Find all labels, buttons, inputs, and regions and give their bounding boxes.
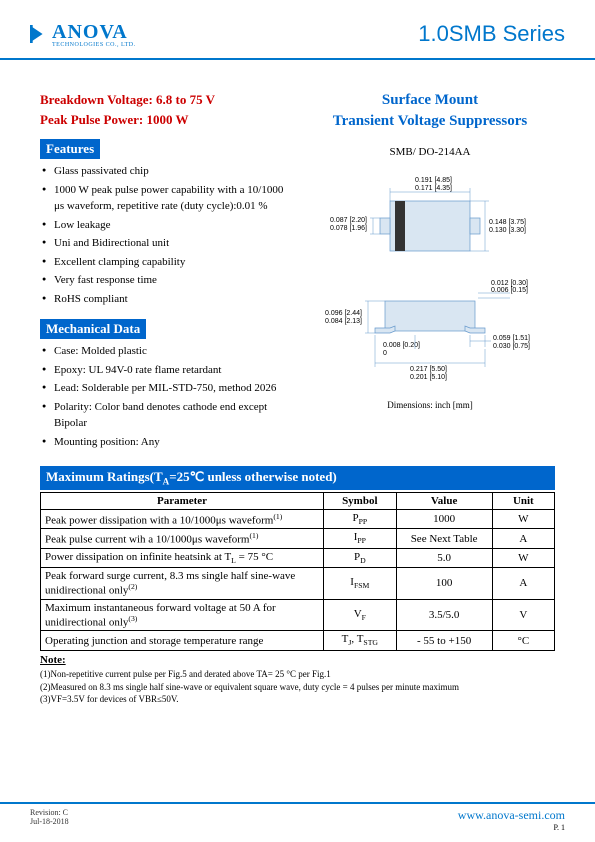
svg-text:0.148 [3.75]: 0.148 [3.75]: [489, 219, 526, 226]
table-row: Peak power dissipation with a 10/1000μs …: [41, 509, 555, 529]
svg-text:0.012 [0.30]: 0.012 [0.30]: [491, 280, 528, 287]
footer-left: Revision: C Jul-18-2018: [30, 808, 69, 832]
col-parameter: Parameter: [41, 492, 324, 509]
package-label: SMB/ DO-214AA: [310, 146, 550, 158]
table-row: Maximum instantaneous forward voltage at…: [41, 599, 555, 631]
spec-power: Peak Pulse Power: 1000 W: [40, 110, 295, 130]
col-value: Value: [396, 492, 492, 509]
svg-text:0.171 [4.35]: 0.171 [4.35]: [415, 185, 452, 192]
spec-voltage: Breakdown Voltage: 6.8 to 75 V: [40, 90, 295, 110]
ratings-table: Parameter Symbol Value Unit Peak power d…: [40, 492, 555, 651]
right-column: Surface Mount Transient Voltage Suppress…: [310, 90, 550, 452]
svg-text:0.096 [2.44]: 0.096 [2.44]: [325, 310, 362, 317]
col-symbol: Symbol: [324, 492, 397, 509]
features-header: Features: [40, 139, 100, 159]
page-footer: Revision: C Jul-18-2018 www.anova-semi.c…: [0, 802, 595, 832]
feature-item: Glass passivated chip: [40, 163, 295, 180]
mechanical-header: Mechanical Data: [40, 319, 146, 339]
dimension-note: Dimensions: inch [mm]: [310, 400, 550, 410]
logo-area: ANOVA TECHNOLOGIES CO., LTD.: [30, 21, 136, 48]
series-title: 1.0SMB Series: [418, 21, 565, 47]
svg-text:0.191 [4.85]: 0.191 [4.85]: [415, 177, 452, 184]
mechanical-item: Polarity: Color band denotes cathode end…: [40, 399, 295, 432]
product-title: Surface Mount Transient Voltage Suppress…: [310, 90, 550, 132]
feature-item: Uni and Bidirectional unit: [40, 235, 295, 252]
mechanical-item: Epoxy: UL 94V-0 rate flame retardant: [40, 362, 295, 379]
logo-icon: [30, 23, 48, 45]
logo-text: ANOVA: [52, 21, 136, 44]
col-unit: Unit: [492, 492, 554, 509]
notes-title: Note:: [40, 653, 555, 668]
table-row: Peak forward surge current, 8.3 ms singl…: [41, 568, 555, 600]
page-number: P. 1: [553, 823, 565, 832]
mechanical-item: Case: Molded plastic: [40, 343, 295, 360]
svg-text:0.078 [1.96]: 0.078 [1.96]: [330, 225, 367, 232]
svg-text:0.006 [0.15]: 0.006 [0.15]: [491, 287, 528, 294]
feature-item: Excellent clamping capability: [40, 254, 295, 271]
table-row: Operating junction and storage temperatu…: [41, 631, 555, 650]
feature-item: Low leakage: [40, 217, 295, 234]
svg-text:0.201 [5.10]: 0.201 [5.10]: [410, 374, 447, 381]
svg-text:0: 0: [383, 350, 387, 357]
features-list: Glass passivated chip 1000 W peak pulse p…: [40, 163, 295, 307]
notes-section: Note: (1)Non-repetitive current pulse pe…: [40, 653, 555, 706]
logo-subtitle: TECHNOLOGIES CO., LTD.: [52, 42, 136, 48]
svg-text:0.130 [3.30]: 0.130 [3.30]: [489, 227, 526, 234]
svg-text:0.087 [2.20]: 0.087 [2.20]: [330, 217, 367, 224]
note-item: (3)VF=3.5V for devices of VBR≤50V.: [40, 693, 555, 706]
svg-text:0.030 [0.75]: 0.030 [0.75]: [493, 343, 530, 350]
svg-text:0.217 [5.50]: 0.217 [5.50]: [410, 366, 447, 373]
package-diagram: 0.191 [4.85] 0.171 [4.35] 0.148 [3.75] 0…: [310, 166, 550, 410]
table-row: Power dissipation on infinite heatsink a…: [41, 548, 555, 567]
ratings-header: Maximum Ratings(TA=25℃ unless otherwise …: [40, 466, 555, 490]
footer-url: www.anova-semi.com: [458, 808, 565, 822]
note-item: (1)Non-repetitive current pulse per Fig.…: [40, 668, 555, 681]
svg-text:0.008 [0.20]: 0.008 [0.20]: [383, 342, 420, 349]
feature-item: 1000 W peak pulse power capability with …: [40, 182, 295, 215]
mechanical-list: Case: Molded plastic Epoxy: UL 94V-0 rate…: [40, 343, 295, 450]
content-area: Breakdown Voltage: 6.8 to 75 V Peak Puls…: [0, 60, 595, 452]
note-item: (2)Measured on 8.3 ms single half sine-w…: [40, 681, 555, 694]
mechanical-item: Lead: Solderable per MIL-STD-750, method…: [40, 380, 295, 397]
page-header: ANOVA TECHNOLOGIES CO., LTD. 1.0SMB Seri…: [0, 0, 595, 60]
mechanical-item: Mounting position: Any: [40, 434, 295, 451]
feature-item: RoHS compliant: [40, 291, 295, 308]
feature-item: Very fast response time: [40, 272, 295, 289]
left-column: Breakdown Voltage: 6.8 to 75 V Peak Puls…: [40, 90, 295, 452]
table-row: Peak pulse current wih a 10/1000μs wavef…: [41, 529, 555, 549]
svg-text:0.059 [1.51]: 0.059 [1.51]: [493, 335, 530, 342]
svg-text:0.084 [2.13]: 0.084 [2.13]: [325, 318, 362, 325]
footer-right: www.anova-semi.com P. 1: [458, 808, 565, 832]
